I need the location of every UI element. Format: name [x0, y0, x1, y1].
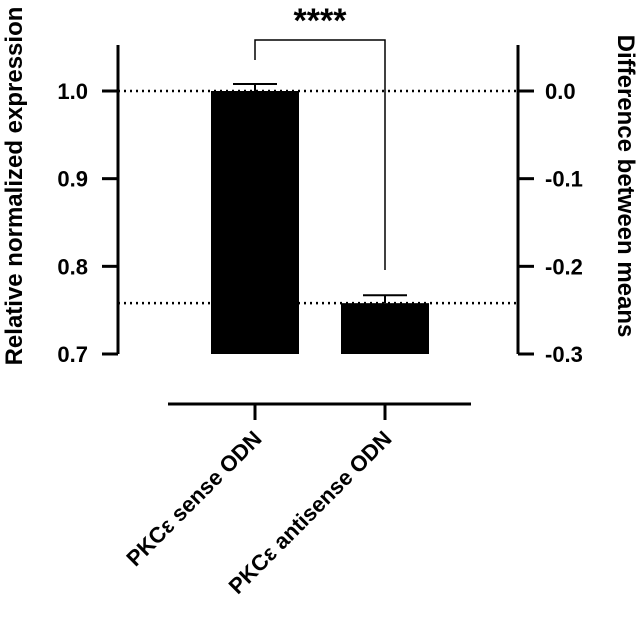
y2-tick-label: -0.1: [545, 167, 583, 192]
y-axis-title: Relative normalized expression: [1, 7, 28, 366]
y2-tick-label: -0.3: [545, 342, 583, 367]
y2-tick-label: 0.0: [545, 79, 576, 104]
y2-axis-title: Difference between means: [612, 35, 639, 338]
y-tick-label: 0.8: [57, 254, 88, 279]
y2-tick-label: -0.2: [545, 254, 583, 279]
bar: [341, 303, 429, 354]
x-category-label: PKCε sense ODN: [121, 426, 266, 571]
y-tick-label: 1.0: [57, 79, 88, 104]
y-ticks: 0.7 0.8 0.9 1.0: [57, 79, 118, 367]
y2-ticks: -0.3 -0.2 -0.1 0.0: [518, 79, 583, 367]
y-tick-label: 0.9: [57, 167, 88, 192]
bars: [211, 82, 429, 354]
y-tick-label: 0.7: [57, 342, 88, 367]
significance-label: ****: [294, 2, 348, 40]
reference-lines: [118, 89, 518, 305]
significance-bracket: [254, 39, 386, 270]
bar: [211, 91, 299, 354]
